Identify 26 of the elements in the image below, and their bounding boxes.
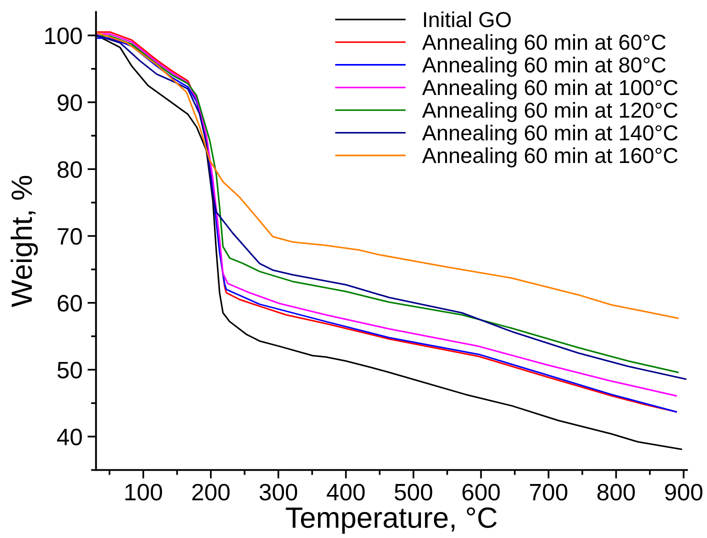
x-tick-label: 800 (597, 484, 635, 501)
y-tick-label: 70 (58, 228, 82, 245)
x-tick-label: 900 (665, 484, 702, 501)
legend-label: Annealing 60 min at 140°C (422, 124, 678, 145)
x-tick-label: 200 (192, 484, 230, 501)
legend-label: Annealing 60 min at 80°C (422, 56, 666, 77)
x-tick-label: 700 (530, 484, 568, 501)
y-axis-title: Weight, % (10, 176, 38, 308)
x-tick-label: 600 (462, 484, 500, 501)
x-tick-label: 100 (125, 484, 162, 501)
y-tick-label: 50 (57, 362, 82, 378)
y-tick-label: 40 (57, 428, 82, 446)
y-tick-label: 100 (45, 27, 82, 44)
y-tick-label: 60 (58, 294, 82, 312)
legend-label: Annealing 60 min at 120°C (422, 102, 678, 122)
legend-label: Annealing 60 min at 60°C (422, 34, 666, 54)
line-series (96, 32, 679, 319)
legend-label: Annealing 60 min at 100°C (422, 79, 678, 100)
y-tick-label: 90 (58, 94, 82, 112)
y-tick-label: 80 (58, 161, 82, 178)
x-axis-title: Temperature, °C (286, 507, 497, 534)
legend-label: Initial GO (424, 11, 511, 28)
x-tick-label: 300 (260, 484, 298, 501)
legend-label: Annealing 60 min at 160°C (422, 147, 678, 168)
x-tick-label: 400 (326, 484, 365, 501)
x-tick-label: 500 (394, 484, 432, 501)
